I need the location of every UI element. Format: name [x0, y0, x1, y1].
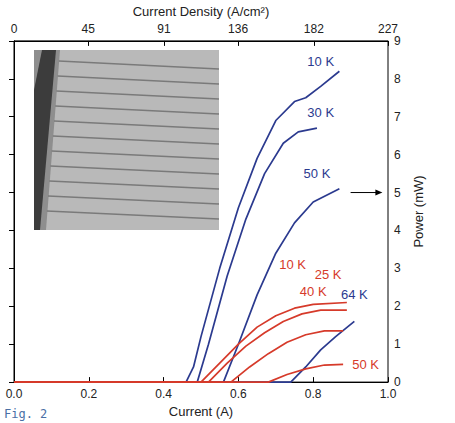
svg-text:0.4: 0.4 [155, 387, 172, 401]
svg-text:1.0: 1.0 [380, 387, 397, 401]
svg-text:Current (A): Current (A) [169, 404, 233, 419]
svg-text:7: 7 [394, 110, 401, 124]
svg-text:227: 227 [378, 22, 398, 36]
svg-text:91: 91 [157, 22, 171, 36]
svg-text:0.8: 0.8 [305, 387, 322, 401]
svg-text:50 K: 50 K [304, 166, 331, 181]
svg-text:10 K: 10 K [307, 54, 334, 69]
svg-text:30 K: 30 K [307, 105, 334, 120]
svg-text:Fig. 2: Fig. 2 [4, 407, 47, 421]
svg-text:0: 0 [11, 22, 18, 36]
svg-text:182: 182 [304, 22, 324, 36]
svg-text:2: 2 [394, 299, 401, 313]
svg-text:3: 3 [394, 261, 401, 275]
svg-text:136: 136 [228, 22, 248, 36]
svg-text:5: 5 [394, 186, 401, 200]
svg-text:0.6: 0.6 [230, 387, 247, 401]
svg-text:0.0: 0.0 [6, 387, 23, 401]
svg-text:40 K: 40 K [300, 284, 327, 299]
svg-text:9: 9 [394, 34, 401, 48]
svg-text:25 K: 25 K [315, 267, 342, 282]
svg-text:0: 0 [394, 375, 401, 390]
svg-text:64 K: 64 K [341, 287, 368, 302]
svg-text:0.2: 0.2 [80, 387, 97, 401]
svg-text:10 K: 10 K [279, 257, 306, 272]
svg-text:4: 4 [394, 223, 401, 237]
svg-text:8: 8 [394, 72, 401, 86]
svg-text:Power (mW): Power (mW) [411, 175, 426, 247]
svg-text:50 K: 50 K [352, 357, 379, 372]
svg-text:6: 6 [394, 148, 401, 162]
svg-text:1: 1 [394, 337, 401, 351]
svg-text:45: 45 [81, 22, 95, 36]
svg-text:Current Density (A/cm²): Current Density (A/cm²) [133, 4, 270, 19]
